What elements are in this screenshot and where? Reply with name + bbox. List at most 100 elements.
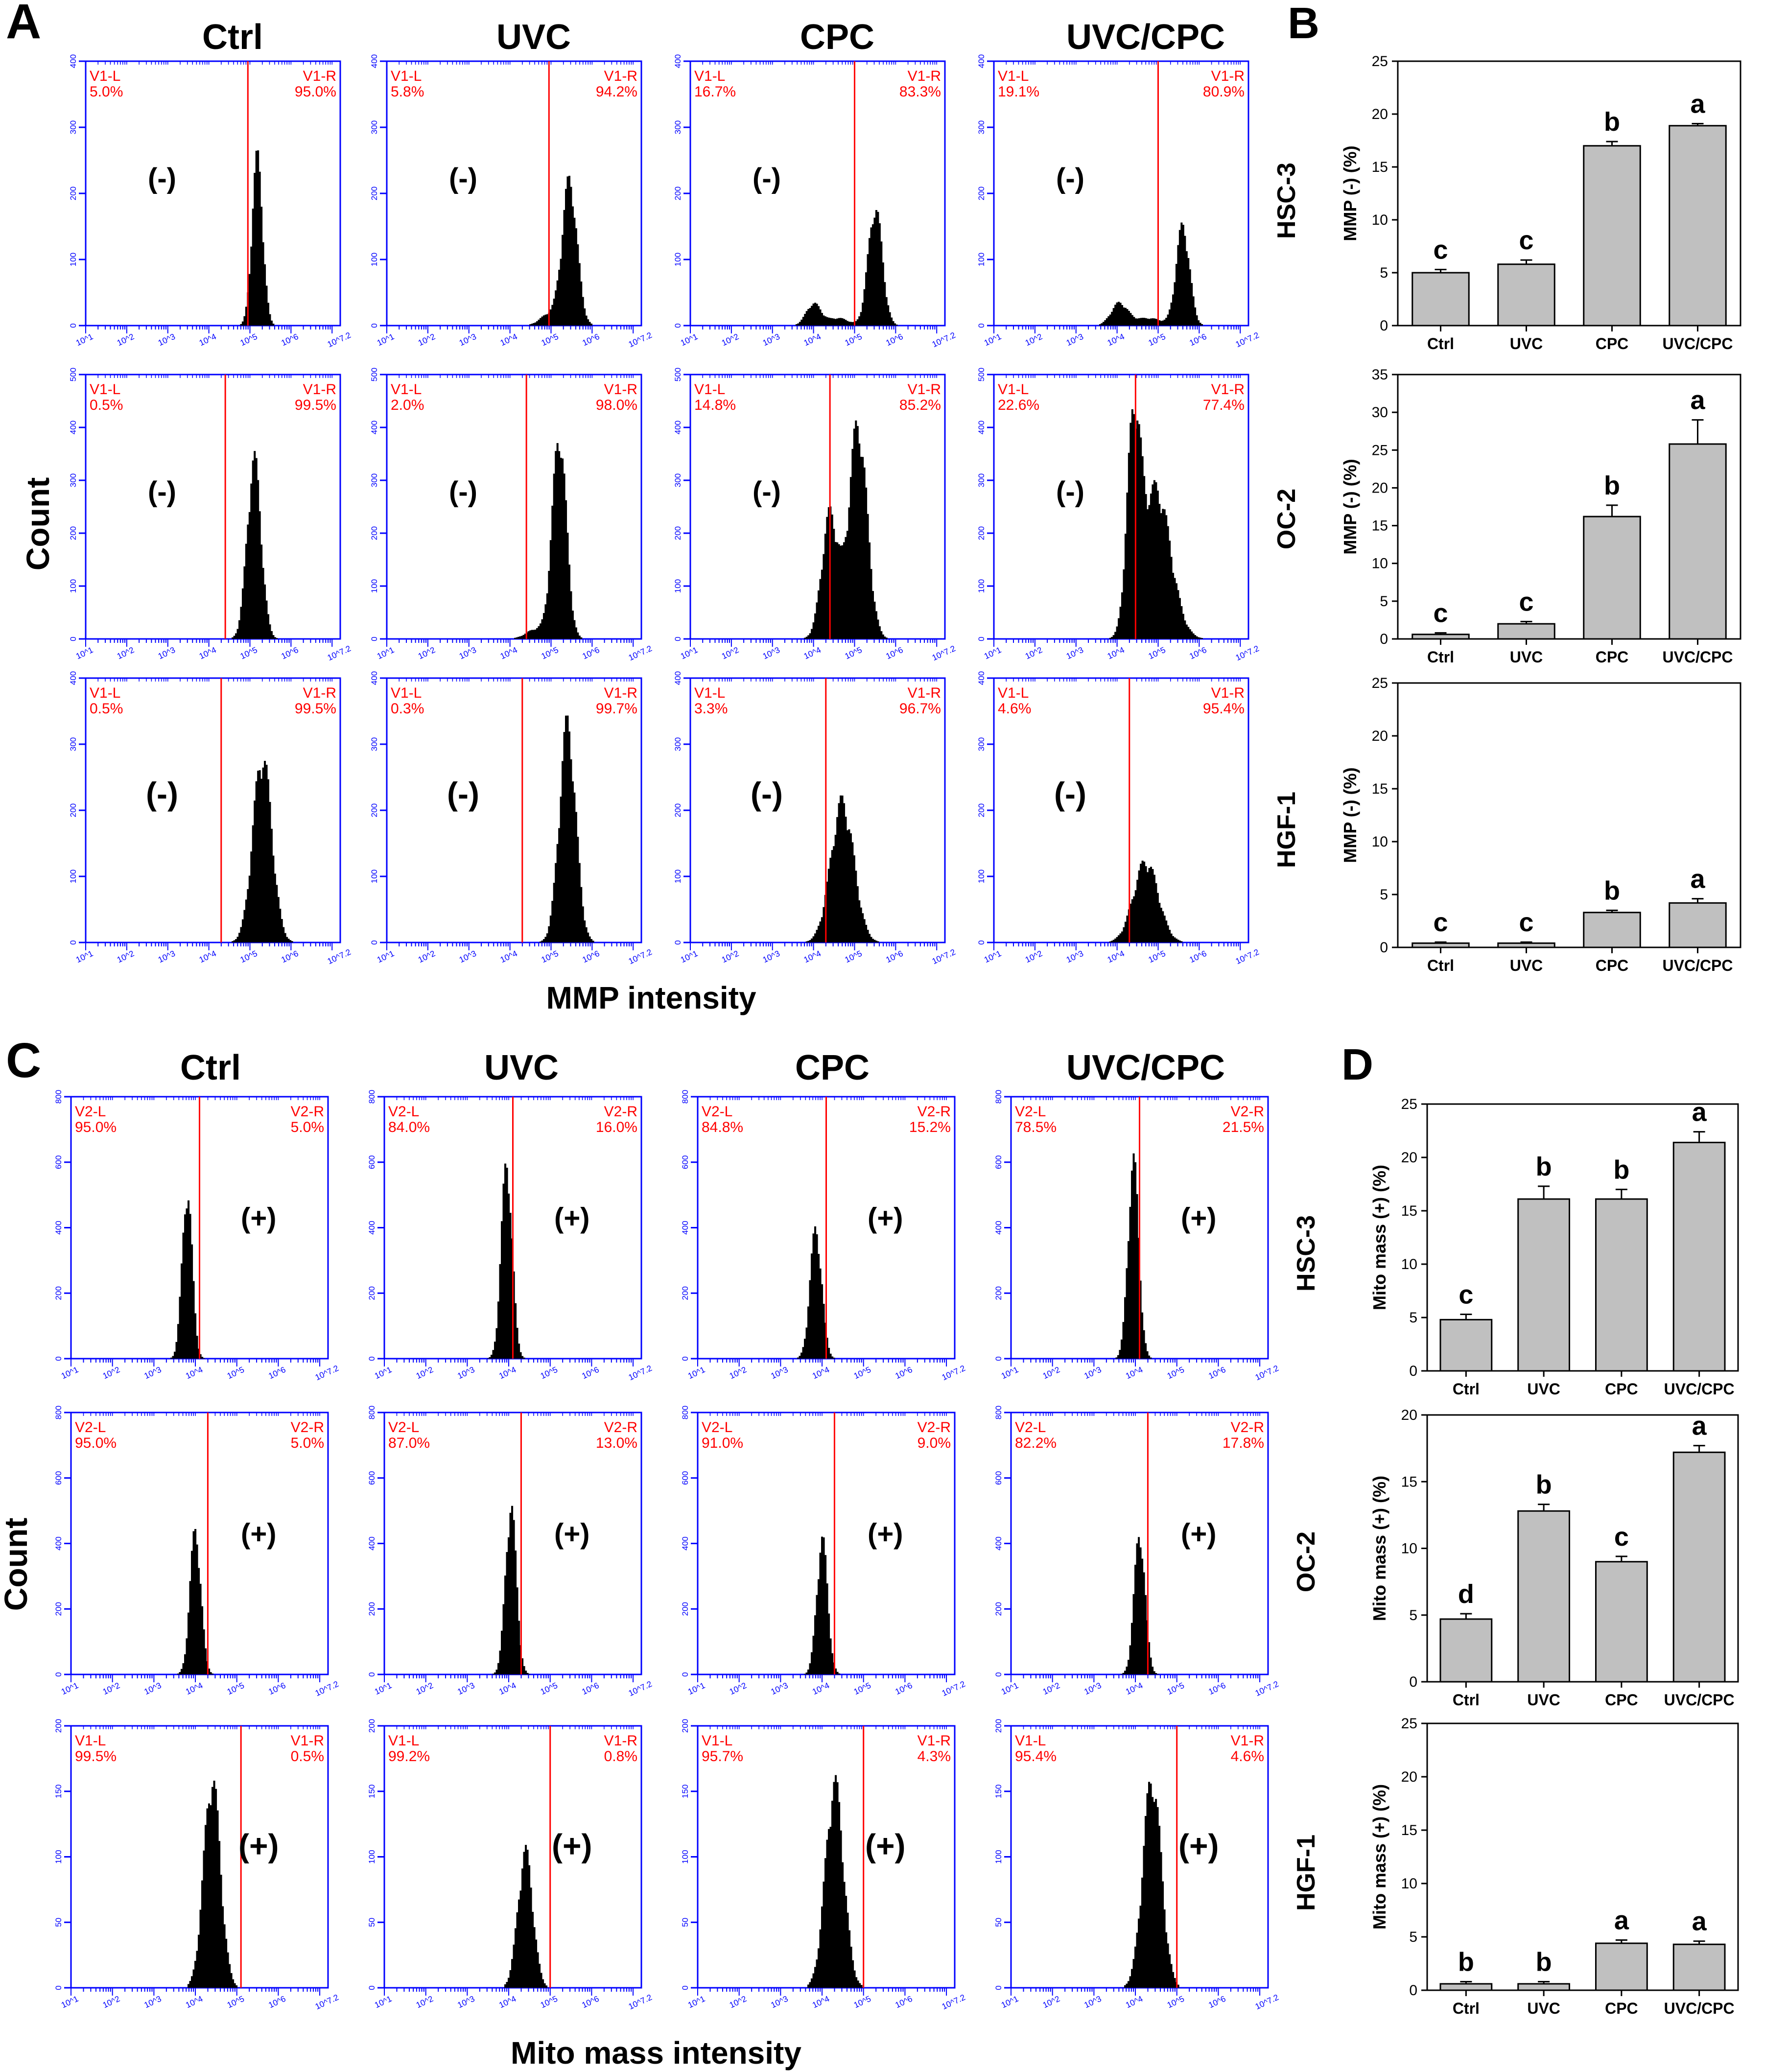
hist-c-oc2-ctrl-region-label: (+) [241, 1518, 277, 1550]
hist-c-hsc3-uvccpc-ytick-label: 0 [994, 1356, 1003, 1361]
bar-b-hgf1-ytick-label: 10 [1372, 834, 1388, 850]
hist-a-oc2-cpc-bin [805, 636, 808, 639]
hist-c-oc2-uvc-ytick-label: 600 [367, 1471, 376, 1485]
group-header-a-uvccpc: UVC/CPC [1066, 18, 1225, 57]
hist-a-hgf1-uvccpc-bin [1167, 925, 1169, 942]
hist-a-hsc3-ctrl-bin [240, 324, 242, 326]
hist-c-hgf1-uvc-left-gate-value: 99.2% [388, 1748, 430, 1765]
hist-c-hgf1-ctrl-ytick-label: 50 [54, 1918, 63, 1927]
hist-a-hgf1-uvccpc-bin [1172, 936, 1175, 942]
hist-a-hgf1-cpc-bin [829, 857, 832, 942]
hist-a-hsc3-uvc-ytick-label: 0 [370, 323, 379, 328]
hist-c-hgf1-uvccpc-right-gate-value: 4.6% [1231, 1748, 1264, 1765]
hist-a-oc2-uvccpc-bin [1156, 491, 1159, 639]
hist-a-hsc3-uvc-bin [558, 269, 561, 326]
hist-a-hgf1-cpc-bin [851, 842, 854, 942]
hist-c-hgf1-cpc-bin [814, 1967, 817, 1988]
hist-c-hgf1-uvccpc-left-gate-label: V1-L [1015, 1733, 1046, 1749]
hist-a-hgf1-cpc-bin [823, 907, 825, 942]
hist-c-oc2-uvccpc-right-gate-label: V2-R [1231, 1419, 1264, 1436]
hist-a-oc2-ctrl-bin [250, 483, 253, 639]
hist-c-hgf1-cpc-bin [823, 1882, 825, 1988]
hist-a-oc2-ctrl-bin [240, 607, 242, 639]
hist-c-hsc3-uvccpc-bin [1141, 1312, 1144, 1359]
hist-a-oc2-uvccpc-bin [1158, 504, 1161, 639]
hist-c-hgf1-cpc-ytick-label: 100 [681, 1850, 690, 1863]
hist-c-hgf1-ctrl-bin [194, 1961, 197, 1988]
bar-b-hgf1-bar-cpc [1583, 912, 1641, 948]
hist-a-hsc3-uvccpc-right-gate-label: V1-R [1211, 68, 1245, 84]
hist-c-hgf1-cpc-right-gate-label: V1-R [918, 1733, 951, 1749]
hist-a-hsc3-ctrl-right-gate-value: 95.0% [295, 84, 336, 100]
hist-a-hsc3-cpc-bin [826, 317, 828, 326]
hist-a-oc2-cpc-left-gate-label: V1-L [694, 381, 725, 398]
hist-c-hgf1-cpc-left-gate-label: V1-L [702, 1733, 732, 1749]
bar-b-oc2-ytick-label: 35 [1372, 367, 1388, 383]
hist-a-oc2-cpc-bin [871, 591, 874, 639]
hist-a-hsc3-uvc-bin [541, 316, 543, 326]
hist-c-hsc3-uvccpc-bin [1121, 1339, 1123, 1359]
hist-c-hgf1-ctrl-bin [225, 1938, 228, 1988]
bar-b-oc2-ytick-label: 25 [1372, 442, 1388, 458]
hist-a-hgf1-uvccpc-bin [1152, 869, 1154, 942]
hist-c-hsc3-ctrl-bin [199, 1354, 202, 1359]
hist-a-hgf1-cpc-ytick-label: 100 [673, 870, 682, 883]
hist-a-hsc3-cpc-bin [833, 318, 835, 326]
hist-a-oc2-uvccpc-bin [1187, 627, 1190, 639]
hist-a-hgf1-ctrl-bin [269, 801, 271, 942]
hist-c-hgf1-ctrl-bin [203, 1850, 205, 1988]
hist-a-oc2-ctrl-bin [255, 458, 258, 639]
bar-d-hsc3-xtick-label-uvccpc: UVC/CPC [1664, 1380, 1735, 1398]
hist-a-hsc3-uvccpc-bin [1194, 307, 1197, 326]
hist-c-hgf1-uvc-bin [523, 1852, 525, 1988]
hist-a-hgf1-uvccpc-bin [1177, 940, 1179, 942]
hist-a-hsc3-uvccpc-bin [1123, 307, 1125, 326]
hist-c-hgf1-ctrl-bin [206, 1808, 209, 1988]
bar-b-hsc3-letter-uvc: c [1519, 226, 1533, 255]
hist-a-hsc3-cpc-left-gate-label: V1-L [694, 68, 725, 84]
bar-b-oc2-ytick-label: 30 [1372, 404, 1388, 421]
hist-a-hsc3-uvc-bin [570, 187, 572, 326]
hist-a-hgf1-uvc-bin [555, 863, 557, 942]
hist-a-oc2-ctrl-right-gate-label: V1-R [303, 381, 336, 398]
hist-a-hgf1-uvc-bin [556, 844, 559, 942]
hist-c-hsc3-uvccpc-right-gate-value: 21.5% [1223, 1119, 1264, 1135]
hist-a-oc2-uvccpc-bin [1163, 509, 1166, 639]
hist-a-hsc3-uvc-bin [542, 315, 545, 326]
hist-c-oc2-uvccpc-ytick-label: 0 [994, 1672, 1003, 1676]
hist-a-hgf1-uvc-bin [590, 939, 593, 942]
hist-c-hgf1-uvc-bin [518, 1899, 520, 1988]
hist-a-oc2-uvc-bin [542, 613, 545, 639]
hist-a-hgf1-uvccpc-bin [1116, 937, 1118, 942]
hist-a-oc2-uvc-bin [516, 637, 518, 639]
hist-c-hsc3-uvc-bin [519, 1352, 522, 1359]
bar-d-hgf1-xtick-label-uvccpc: UVC/CPC [1664, 2000, 1735, 2017]
hist-a-hgf1-uvc-bin [570, 759, 572, 942]
hist-a-hgf1-cpc-bin [833, 846, 835, 942]
hist-c-hsc3-uvc-bin [506, 1168, 508, 1359]
hist-a-oc2-cpc-bin [809, 633, 811, 639]
hist-c-hsc3-ctrl-ytick-label: 0 [54, 1356, 63, 1361]
bar-d-oc2-ylabel: Mito mass (+) (%) [1369, 1476, 1389, 1621]
hist-a-hgf1-uvc-bin [580, 887, 583, 942]
hist-a-hsc3-uvc-bin [585, 315, 588, 326]
hist-a-oc2-cpc-bin [827, 507, 830, 639]
hist-a-hgf1-uvc-bin [584, 920, 586, 942]
hist-a-oc2-ctrl-bin [252, 460, 254, 639]
hist-c-oc2-uvccpc-bin [1129, 1645, 1131, 1674]
hist-a-hsc3-uvccpc-ytick-label: 300 [977, 120, 986, 134]
hist-a-hgf1-ctrl-bin [232, 941, 234, 942]
hist-a-oc2-uvc-bin [580, 637, 583, 639]
hist-c-hsc3-uvc-bin [489, 1357, 491, 1359]
hist-c-hsc3-uvc-bin [501, 1221, 503, 1359]
hist-c-hsc3-uvccpc-bin [1146, 1351, 1149, 1359]
hist-a-hsc3-cpc-bin [841, 318, 844, 326]
hist-a-oc2-uvccpc-bin [1194, 635, 1197, 639]
hist-a-hsc3-uvc-bin [546, 314, 548, 326]
hist-c-hgf1-uvc-bin [504, 1984, 507, 1988]
hist-a-hgf1-uvccpc-bin [1111, 941, 1113, 942]
hist-c-hsc3-ctrl-bin [194, 1313, 197, 1359]
hist-a-hgf1-cpc-bin [873, 940, 876, 942]
hist-c-hgf1-uvccpc-bin [1148, 1782, 1151, 1988]
